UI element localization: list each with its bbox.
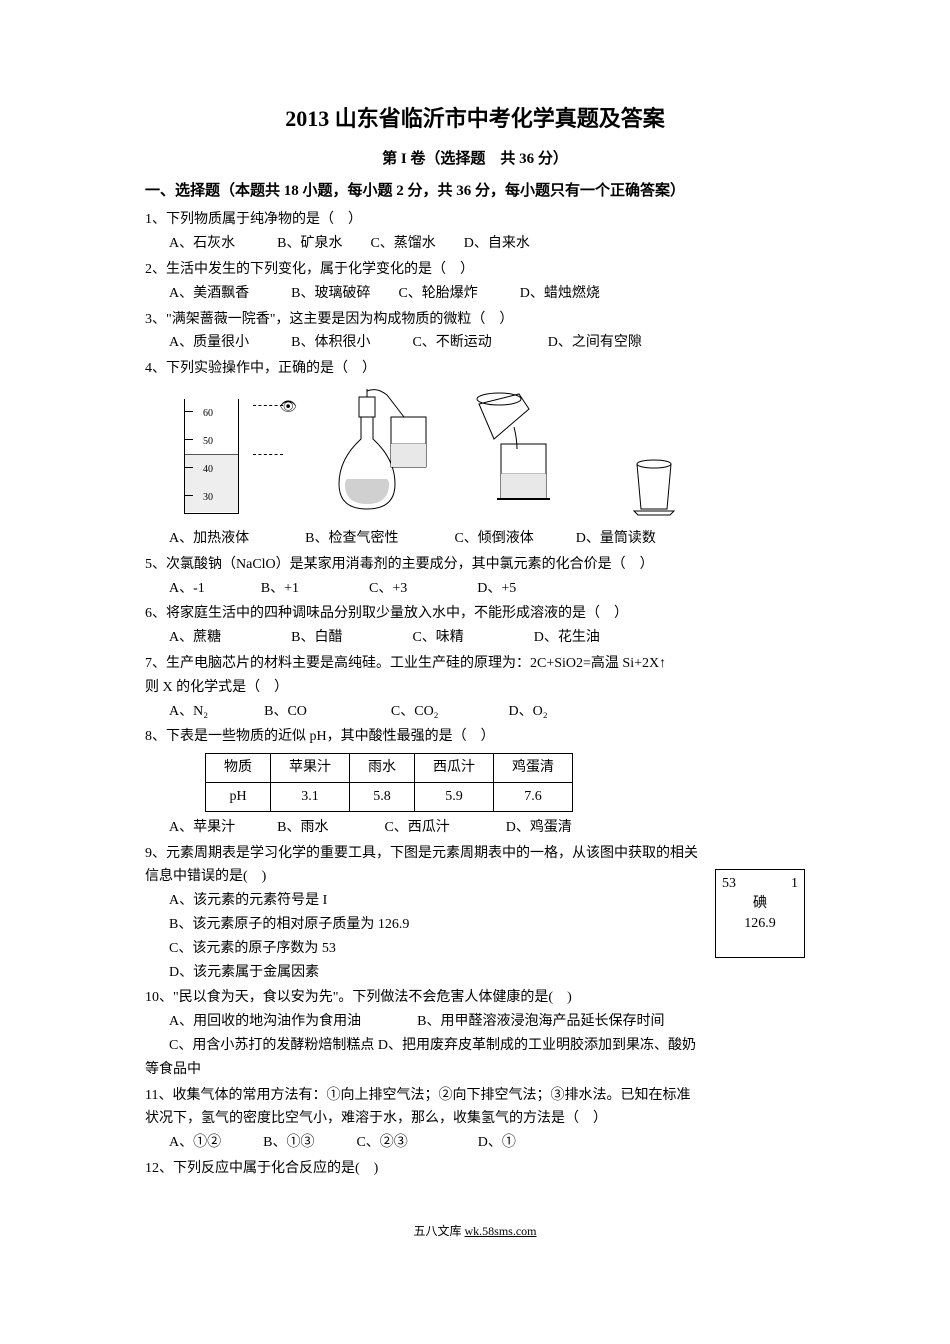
question-5: 5、次氯酸钠（NaClO）是某家用消毒剂的主要成分，其中氯元素的化合价是（ ） … <box>145 553 805 601</box>
sight-line-2 <box>253 454 283 455</box>
tick-40: 40 <box>203 461 213 478</box>
q6-options: A、蔗糖 B、白醋 C、味精 D、花生油 <box>145 626 805 650</box>
element-number: 53 <box>722 874 736 894</box>
question-12: 12、下列反应中属于化合反应的是( ) <box>145 1157 805 1181</box>
q9-opt-b: B、该元素原子的相对原子质量为 126.9 <box>145 913 805 937</box>
q10-line3: 等食品中 <box>145 1058 805 1082</box>
th-melon: 西瓜汁 <box>415 754 494 783</box>
question-3: 3、"满架蔷薇一院香"，这主要是因为构成物质的微粒（ ） A、质量很小 B、体积… <box>145 308 805 356</box>
q3-options: A、质量很小 B、体积很小 C、不断运动 D、之间有空隙 <box>145 331 805 355</box>
tick-50: 50 <box>203 433 213 450</box>
question-9: 9、元素周期表是学习化学的重要工具，下图是元素周期表中的一格，从该图中获取的相关… <box>145 842 805 985</box>
page-footer: 五八文库 wk.58sms.com <box>145 1221 805 1241</box>
question-4: 4、下列实验操作中，正确的是（ ） 👁 60 50 40 30 <box>145 357 805 551</box>
element-symbol: 1 <box>791 874 798 894</box>
element-name: 碘 <box>722 894 798 914</box>
q10-stem: 10、"民以食为天，食以安为先"。下列做法不会危害人体健康的是( ) <box>145 986 805 1010</box>
q1-stem: 1、下列物质属于纯净物的是（ ） <box>145 208 805 232</box>
q3-stem: 3、"满架蔷薇一院香"，这主要是因为构成物质的微粒（ ） <box>145 308 805 332</box>
q4-stem: 4、下列实验操作中，正确的是（ ） <box>145 357 805 381</box>
question-11: 11、收集气体的常用方法有：①向上排空气法；②向下排空气法；③排水法。已知在标准… <box>145 1084 805 1155</box>
th-rain: 雨水 <box>350 754 415 783</box>
cell-apple: 3.1 <box>271 782 350 811</box>
pour-diagram <box>459 389 599 519</box>
footer-text: 五八文库 <box>413 1224 464 1238</box>
q9-opt-d: D、该元素属于金属因素 <box>145 961 805 985</box>
q7-line2: 则 X 的化学式是（ ） <box>145 676 805 700</box>
cylinder-diagram: 👁 60 50 40 30 <box>169 394 279 519</box>
cell-rain: 5.8 <box>350 782 415 811</box>
question-1: 1、下列物质属于纯净物的是（ ） A、石灰水 B、矿泉水 C、蒸馏水 D、自来水 <box>145 208 805 256</box>
th-egg: 鸡蛋清 <box>494 754 573 783</box>
eye-icon: 👁 <box>279 396 297 420</box>
q5-stem: 5、次氯酸钠（NaClO）是某家用消毒剂的主要成分，其中氯元素的化合价是（ ） <box>145 553 805 577</box>
cell-egg: 7.6 <box>494 782 573 811</box>
q9-line2: 信息中错误的是( ) <box>145 865 805 889</box>
q4-diagrams: 👁 60 50 40 30 <box>169 389 805 519</box>
th-substance: 物质 <box>206 754 271 783</box>
question-8: 8、下表是一些物质的近似 pH，其中酸性最强的是（ ） 物质 苹果汁 雨水 西瓜… <box>145 725 805 839</box>
tick-60: 60 <box>203 405 213 422</box>
q12-stem: 12、下列反应中属于化合反应的是( ) <box>145 1157 805 1181</box>
q8-table: 物质 苹果汁 雨水 西瓜汁 鸡蛋清 pH 3.1 5.8 5.9 7.6 <box>205 753 573 812</box>
cup-diagram <box>629 459 679 519</box>
table-row: pH 3.1 5.8 5.9 7.6 <box>206 782 573 811</box>
q1-options: A、石灰水 B、矿泉水 C、蒸馏水 D、自来水 <box>145 232 805 256</box>
row-label: pH <box>206 782 271 811</box>
flask-diagram <box>309 389 429 519</box>
q4-options: A、加热液体 B、检查气密性 C、倾倒液体 D、量筒读数 <box>145 527 805 551</box>
q10-line2: C、用含小苏打的发酵粉焙制糕点 D、把用废弃皮革制成的工业明胶添加到果冻、酸奶 <box>145 1034 805 1058</box>
q11-options: A、①② B、①③ C、②③ D、① <box>145 1131 805 1155</box>
question-7: 7、生产电脑芯片的材料主要是高纯硅。工业生产硅的原理为：2C+SiO2=高温 S… <box>145 652 805 723</box>
q9-line1: 9、元素周期表是学习化学的重要工具，下图是元素周期表中的一格，从该图中获取的相关 <box>145 842 805 866</box>
question-6: 6、将家庭生活中的四种调味品分别取少量放入水中，不能形成溶液的是（ ） A、蔗糖… <box>145 602 805 650</box>
q11-line2: 状况下，氢气的密度比空气小，难溶于水，那么，收集氢气的方法是（ ） <box>145 1107 805 1131</box>
element-box: 53 1 碘 126.9 <box>715 869 805 957</box>
table-row: 物质 苹果汁 雨水 西瓜汁 鸡蛋清 <box>206 754 573 783</box>
page-title: 2013 山东省临沂市中考化学真题及答案 <box>145 100 805 137</box>
q5-options: A、-1 B、+1 C、+3 D、+5 <box>145 577 805 601</box>
q11-line1: 11、收集气体的常用方法有：①向上排空气法；②向下排空气法；③排水法。已知在标准 <box>145 1084 805 1108</box>
q2-stem: 2、生活中发生的下列变化，属于化学变化的是（ ） <box>145 258 805 282</box>
th-apple: 苹果汁 <box>271 754 350 783</box>
question-2: 2、生活中发生的下列变化，属于化学变化的是（ ） A、美酒飘香 B、玻璃破碎 C… <box>145 258 805 306</box>
question-10: 10、"民以食为天，食以安为先"。下列做法不会危害人体健康的是( ) A、用回收… <box>145 986 805 1081</box>
section-header: 一、选择题（本题共 18 小题，每小题 2 分，共 36 分，每小题只有一个正确… <box>145 179 805 205</box>
q7-options: A、N₂ B、CO C、CO₂ D、O₂ <box>145 700 805 724</box>
sight-line <box>253 405 283 406</box>
footer-link[interactable]: wk.58sms.com <box>465 1224 537 1238</box>
q2-options: A、美酒飘香 B、玻璃破碎 C、轮胎爆炸 D、蜡烛燃烧 <box>145 282 805 306</box>
q8-stem: 8、下表是一些物质的近似 pH，其中酸性最强的是（ ） <box>145 725 805 749</box>
q9-opt-c: C、该元素的原子序数为 53 <box>145 937 805 961</box>
q10-line1: A、用回收的地沟油作为食用油 B、用甲醛溶液浸泡海产品延长保存时间 <box>145 1010 805 1034</box>
element-mass: 126.9 <box>722 914 798 934</box>
tick-30: 30 <box>203 489 213 506</box>
q6-stem: 6、将家庭生活中的四种调味品分别取少量放入水中，不能形成溶液的是（ ） <box>145 602 805 626</box>
q8-options: A、苹果汁 B、雨水 C、西瓜汁 D、鸡蛋清 <box>145 816 805 840</box>
part-header: 第 I 卷（选择题 共 36 分） <box>145 147 805 173</box>
q7-line1: 7、生产电脑芯片的材料主要是高纯硅。工业生产硅的原理为：2C+SiO2=高温 S… <box>145 652 805 676</box>
cell-melon: 5.9 <box>415 782 494 811</box>
q9-opt-a: A、该元素的元素符号是 I <box>145 889 805 913</box>
cylinder-body: 60 50 40 30 <box>184 399 239 514</box>
